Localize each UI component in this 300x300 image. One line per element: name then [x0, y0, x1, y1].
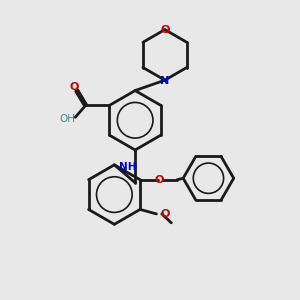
Text: N: N — [160, 76, 170, 86]
Text: NH: NH — [119, 162, 136, 172]
Text: O: O — [155, 175, 164, 185]
Text: O: O — [160, 25, 170, 34]
Text: O: O — [70, 82, 79, 92]
Text: O: O — [160, 209, 170, 219]
Text: OH: OH — [59, 114, 75, 124]
